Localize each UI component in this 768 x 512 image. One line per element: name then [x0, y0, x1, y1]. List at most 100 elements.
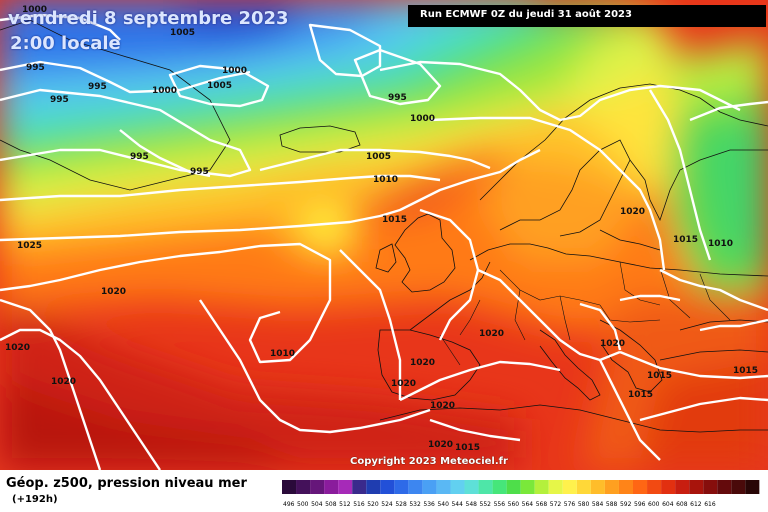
scale-swatch [366, 480, 381, 494]
iso-1005-a: 1005 [207, 81, 232, 91]
scale-swatch [717, 480, 732, 494]
valid-date: vendredi 8 septembre 2023 [8, 8, 289, 29]
scale-swatch [310, 480, 325, 494]
scale-label: 528 [395, 501, 407, 506]
scale-swatch [394, 480, 409, 494]
scale-label: 508 [325, 501, 337, 506]
legend-footer: Géop. z500, pression niveau mer (+192h) … [0, 470, 768, 512]
iso-1020-i: 1020 [620, 207, 645, 217]
iso-1010-c: 1010 [708, 239, 733, 249]
scale-swatch [422, 480, 437, 494]
iso-1020-h: 1020 [428, 440, 453, 450]
iso-1005-b: 1005 [366, 152, 391, 162]
scale-swatch [324, 480, 339, 494]
scale-swatch [731, 480, 746, 494]
valid-time: 2:00 locale [10, 33, 121, 54]
scale-swatch [534, 480, 549, 494]
scale-label: 580 [578, 501, 590, 506]
scale-label: 560 [508, 501, 520, 506]
scale-label: 572 [550, 501, 562, 506]
iso-1015-d: 1015 [628, 390, 653, 400]
iso-1015-a: 1015 [382, 215, 407, 225]
scale-label: 568 [536, 501, 548, 506]
product-title: Géop. z500, pression niveau mer [6, 476, 247, 491]
scale-label: 604 [662, 501, 674, 506]
scale-swatch [478, 480, 493, 494]
geopotential-field [0, 0, 768, 470]
iso-1000-a: 1000 [222, 66, 247, 76]
run-info-box: Run ECMWF 0Z du jeudi 31 août 2023 [408, 5, 766, 27]
scale-label: 536 [423, 501, 435, 506]
scale-swatch [380, 480, 395, 494]
iso-1015-b: 1015 [455, 443, 480, 453]
scale-label: 496 [283, 501, 295, 506]
iso-995-e: 995 [130, 152, 149, 162]
iso-1020-b: 1020 [5, 343, 30, 353]
scale-label: 588 [606, 501, 618, 506]
isobar-labels: 1000 1005 995 995 995 1000 1000 1005 995… [5, 5, 758, 453]
iso-1020-j: 1020 [600, 339, 625, 349]
copyright: Copyright 2023 Meteociel.fr [350, 456, 508, 467]
scale-swatch [562, 480, 577, 494]
map-canvas: 1000 1005 995 995 995 1000 1000 1005 995… [0, 0, 768, 470]
coastlines [0, 19, 768, 433]
scale-label: 576 [564, 501, 576, 506]
scale-swatch [661, 480, 676, 494]
iso-1015-c: 1015 [647, 371, 672, 381]
scale-swatch [675, 480, 690, 494]
scale-swatch [618, 480, 633, 494]
iso-1020-d: 1020 [479, 329, 504, 339]
scale-label: 584 [592, 501, 604, 506]
iso-1005-top: 1005 [170, 28, 195, 38]
scale-swatch [492, 480, 507, 494]
iso-995-b: 995 [88, 82, 107, 92]
scale-label: 512 [339, 501, 351, 506]
scale-label: 600 [648, 501, 660, 506]
scale-label: 564 [522, 501, 534, 506]
iso-1000-b: 1000 [152, 86, 177, 96]
run-info: Run ECMWF 0Z du jeudi 31 août 2023 [420, 9, 632, 20]
scale-swatch [633, 480, 648, 494]
scale-swatch [338, 480, 353, 494]
scale-swatch [408, 480, 423, 494]
scale-swatch [520, 480, 535, 494]
forecast-map: 1000 1005 995 995 995 1000 1000 1005 995… [0, 0, 768, 470]
iso-1020-f: 1020 [391, 379, 416, 389]
scale-swatch [689, 480, 704, 494]
scale-swatch [604, 480, 619, 494]
scale-swatch [282, 480, 297, 494]
isobar-lines [0, 13, 768, 470]
scale-label: 592 [620, 501, 632, 506]
iso-995-f: 995 [190, 167, 209, 177]
scale-swatch [506, 480, 521, 494]
scale-label: 504 [311, 501, 323, 506]
scale-swatch [590, 480, 605, 494]
scale-label: 544 [451, 501, 463, 506]
scale-swatch [647, 480, 662, 494]
scale-swatch [296, 480, 311, 494]
scale-swatch [436, 480, 451, 494]
scale-swatch [745, 480, 760, 494]
lead-time: (+192h) [12, 494, 58, 505]
iso-1000-c: 1000 [410, 114, 435, 124]
iso-1020-e: 1020 [410, 358, 435, 368]
iso-995-d: 995 [388, 93, 407, 103]
scale-swatch [548, 480, 563, 494]
iso-1015-e: 1015 [733, 366, 758, 376]
scale-label: 616 [704, 501, 716, 506]
iso-1020-a: 1020 [101, 287, 126, 297]
scale-label: 532 [409, 501, 421, 506]
scale-label: 596 [634, 501, 646, 506]
scale-swatch [450, 480, 465, 494]
scale-swatch [464, 480, 479, 494]
iso-1015-f: 1015 [673, 235, 698, 245]
iso-995-a: 995 [26, 63, 45, 73]
scale-swatch [352, 480, 367, 494]
iso-995-c: 995 [50, 95, 69, 105]
scale-label: 552 [480, 501, 492, 506]
scale-swatch [576, 480, 591, 494]
iso-1025: 1025 [17, 241, 42, 251]
iso-1010-b: 1010 [270, 349, 295, 359]
scale-label: 540 [437, 501, 449, 506]
scale-label: 556 [494, 501, 506, 506]
